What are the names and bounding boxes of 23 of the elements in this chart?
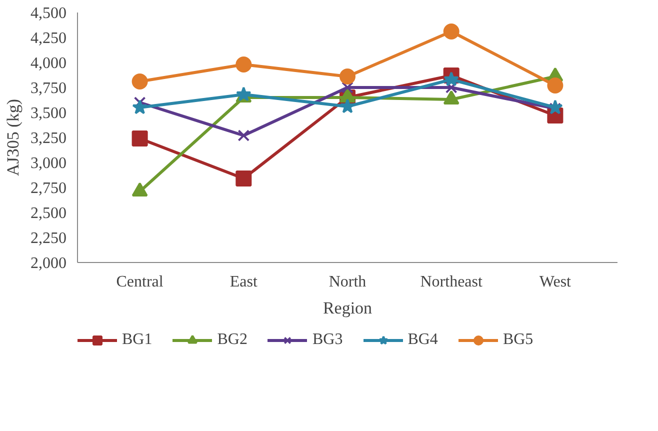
y-tick-label: 4,500 bbox=[30, 5, 66, 22]
y-tick-label: 4,000 bbox=[30, 55, 66, 72]
x-axis-title: Region bbox=[322, 298, 373, 318]
y-tick-label: 3,500 bbox=[30, 105, 66, 122]
x-tick-label: Northeast bbox=[420, 274, 483, 290]
y-tick-label: 2,250 bbox=[30, 230, 66, 247]
y-tick-label: 4,250 bbox=[30, 30, 66, 47]
legend-label: BG2 bbox=[217, 330, 248, 350]
y-tick-label: 2,500 bbox=[30, 205, 66, 222]
y-tick-label: 2,000 bbox=[30, 255, 66, 272]
legend-label: BG4 bbox=[408, 330, 438, 350]
y-tick-label: 3,000 bbox=[30, 155, 66, 172]
y-axis-title: AJ305 (kg) bbox=[4, 99, 22, 176]
y-tick-label: 3,750 bbox=[30, 80, 66, 97]
x-tick-label: West bbox=[539, 274, 572, 290]
legend-label: BG1 bbox=[122, 330, 152, 350]
y-tick-label: 2,750 bbox=[30, 180, 66, 197]
x-tick-label: Central bbox=[116, 274, 164, 290]
y-tick-label: 3,250 bbox=[30, 130, 66, 147]
legend-label: BG3 bbox=[312, 330, 343, 350]
legend-label: BG5 bbox=[502, 330, 534, 350]
x-tick-label: North bbox=[328, 274, 366, 290]
x-tick-label: East bbox=[230, 274, 258, 290]
